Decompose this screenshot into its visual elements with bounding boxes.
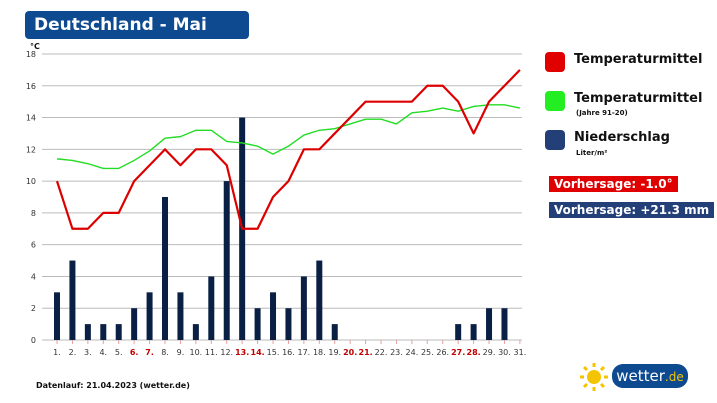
chart-title: Deutschland - Mai xyxy=(25,11,249,39)
precip-bar xyxy=(100,324,107,340)
legend-label: Temperaturmittel xyxy=(574,91,703,106)
precip-bar xyxy=(84,324,91,340)
x-tick-label: 4. xyxy=(99,348,107,357)
x-tick-label: 26. xyxy=(436,348,449,357)
x-tick-label: 22. xyxy=(375,348,388,357)
y-tick-label: 0 xyxy=(31,336,36,345)
x-tick-label: 31. xyxy=(514,348,527,357)
precip-bar xyxy=(455,324,462,340)
precip-bar xyxy=(146,292,153,340)
x-tick-label: 2. xyxy=(69,348,77,357)
legend-label: Niederschlag xyxy=(574,130,670,145)
x-tick-label: 25. xyxy=(421,348,434,357)
precip-bar xyxy=(208,276,215,340)
y-tick-label: 12 xyxy=(26,145,36,154)
x-tick-label: 11. xyxy=(205,348,218,357)
precip-bar xyxy=(115,324,122,340)
logo-text: wetter xyxy=(616,367,665,385)
y-tick-label: 4 xyxy=(31,272,36,281)
precip-bar xyxy=(270,292,277,340)
x-tick-label: 15. xyxy=(267,348,280,357)
legend-sub: (Jahre 91-20) xyxy=(576,109,628,117)
x-tick-label: 23. xyxy=(390,348,403,357)
precip-bar xyxy=(486,308,493,340)
precip-bar xyxy=(316,260,323,340)
y-tick-label: 8 xyxy=(31,209,36,218)
x-tick-label: 18. xyxy=(313,348,326,357)
precip-bar xyxy=(162,197,169,340)
precip-bar xyxy=(470,324,477,340)
precip-bar xyxy=(331,324,338,340)
x-tick-label: 28. xyxy=(467,348,481,357)
precip-bar xyxy=(223,181,230,340)
temperature-line xyxy=(55,69,521,230)
x-tick-label: 24. xyxy=(406,348,419,357)
legend-swatch-blue xyxy=(545,130,565,150)
sun-icon xyxy=(580,363,608,391)
precip-bar xyxy=(54,292,60,340)
x-tick-label: 8. xyxy=(161,348,169,357)
x-tick-label: 9. xyxy=(177,348,185,357)
x-tick-label: 17. xyxy=(298,348,311,357)
x-tick-label: 19. xyxy=(328,348,341,357)
x-tick-label: 6. xyxy=(130,348,139,357)
x-tick-label: 5. xyxy=(115,348,123,357)
y-tick-label: 10 xyxy=(26,177,36,186)
logo-wordmark: wetter.de xyxy=(612,364,688,388)
legend-swatch-green xyxy=(545,91,565,111)
y-unit-label: °C xyxy=(30,42,40,51)
data-run-note: Datenlauf: 21.04.2023 (wetter.de) xyxy=(36,381,190,390)
x-tick-label: 29. xyxy=(483,348,496,357)
legend-label: Temperaturmittel xyxy=(574,52,703,67)
temperature-normal-line xyxy=(56,104,521,170)
logo-tld: .de xyxy=(664,370,684,384)
x-tick-label: 7. xyxy=(145,348,154,357)
precip-bar xyxy=(254,308,261,340)
x-tick-label: 20. xyxy=(343,348,357,357)
x-tick-label: 12. xyxy=(220,348,233,357)
precip-bar xyxy=(501,308,508,340)
x-tick-label: 1. xyxy=(53,348,61,357)
y-tick-label: 18 xyxy=(26,50,36,59)
legend-sub: Liter/m² xyxy=(576,149,608,157)
precip-bar xyxy=(192,324,199,340)
forecast-temp-badge: Vorhersage: -1.0° xyxy=(549,176,678,192)
precip-bar xyxy=(177,292,184,340)
legend-swatch-red xyxy=(545,52,565,72)
precip-bar xyxy=(285,308,292,340)
y-tick-label: 6 xyxy=(31,241,36,250)
y-tick-label: 2 xyxy=(31,304,36,313)
precip-bar xyxy=(300,276,307,340)
x-tick-label: 21. xyxy=(359,348,373,357)
precip-bar xyxy=(131,308,138,340)
x-tick-label: 16. xyxy=(282,348,295,357)
x-tick-label: 30. xyxy=(498,348,511,357)
precip-bar xyxy=(69,260,76,340)
y-tick-label: 16 xyxy=(26,82,36,91)
x-tick-label: 10. xyxy=(190,348,203,357)
x-tick-label: 3. xyxy=(84,348,92,357)
forecast-rain-badge: Vorhersage: +21.3 mm xyxy=(549,202,715,218)
wetter-logo: wetter.de xyxy=(578,362,690,392)
x-tick-label: 27. xyxy=(451,348,465,357)
x-tick-label: 14. xyxy=(251,348,265,357)
y-tick-label: 14 xyxy=(26,114,36,123)
x-tick-label: 13. xyxy=(235,348,249,357)
